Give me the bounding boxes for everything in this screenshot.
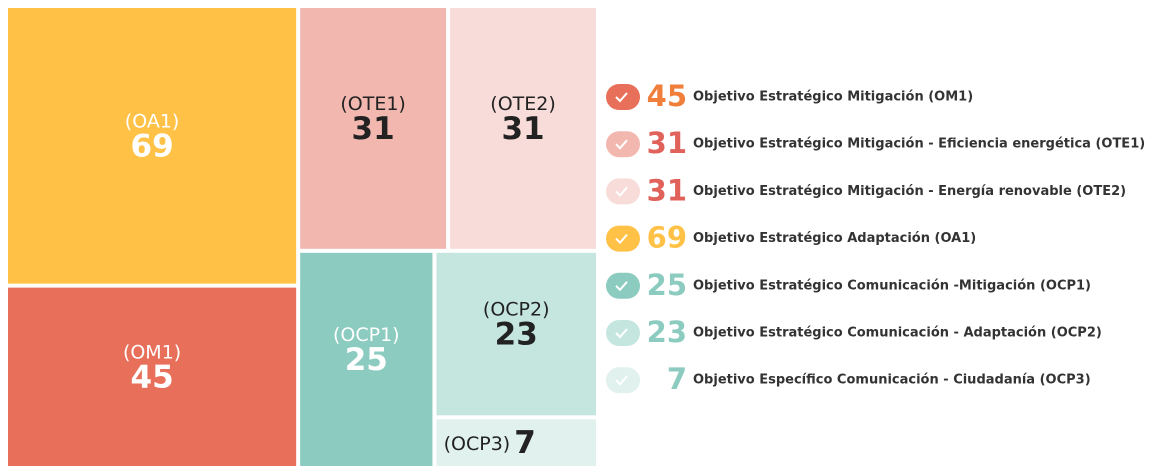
tile [8, 287, 297, 466]
tile-code: (OTE1) [340, 93, 405, 115]
tile-code: (OCP3) [444, 433, 511, 455]
legend-item: 31 Objetivo Estratégico Mitigación - Ener… [606, 173, 1126, 207]
check-icon [615, 281, 628, 292]
tile-code: (OA1) [125, 110, 180, 132]
tile-code: (OM1) [123, 341, 181, 363]
legend-name: Objetivo Estratégico Mitigación - Eficie… [693, 137, 1145, 152]
tile-value: 25 [345, 342, 388, 378]
tile-code: (OCP1) [333, 324, 400, 346]
tile [300, 8, 447, 249]
tile-value: 31 [352, 111, 395, 147]
tile [450, 8, 596, 249]
check-icon [615, 139, 628, 150]
tile-value: 45 [131, 359, 174, 395]
legend-value: 45 [647, 79, 687, 113]
legend-name: Objetivo Estratégico Mitigación (OM1) [693, 90, 973, 105]
tile-value: 23 [495, 317, 538, 353]
legend-value: 31 [647, 173, 687, 207]
legend-value: 31 [647, 126, 687, 160]
legend-value: 23 [647, 315, 687, 349]
tile [436, 419, 596, 466]
legend-name: Objetivo Específico Comunicación - Ciuda… [693, 373, 1091, 388]
legend-item: 31 Objetivo Estratégico Mitigación - Efic… [606, 126, 1145, 160]
legend-name: Objetivo Estratégico Comunicación - Adap… [693, 326, 1102, 341]
check-icon [615, 328, 628, 339]
legend-item: 7 Objetivo Específico Comunicación - Ciud… [606, 362, 1091, 396]
tile-code: (OTE2) [490, 93, 555, 115]
legend-item: 25 Objetivo Estratégico Comunicación -Mit… [606, 268, 1091, 302]
tile-value: 7 [514, 425, 536, 461]
legend-value: 69 [647, 221, 687, 255]
legend-name: Objetivo Estratégico Comunicación -Mitig… [693, 278, 1091, 293]
check-icon [615, 186, 628, 197]
legend-name: Objetivo Estratégico Adaptación (OA1) [693, 231, 976, 246]
legend-name: Objetivo Estratégico Mitigación - Energí… [693, 184, 1126, 199]
tile-value: 31 [501, 111, 544, 147]
tile [8, 8, 297, 284]
check-icon [615, 375, 628, 386]
legend-item: 23 Objetivo Estratégico Comunicación - Ad… [606, 315, 1102, 349]
legend-value: 25 [647, 268, 687, 302]
check-icon [615, 92, 628, 103]
tile-code: (OCP2) [483, 299, 550, 321]
check-icon [615, 233, 628, 245]
legend-item: 69 Objetivo Estratégico Adaptación (OA1) [606, 221, 976, 255]
tile [300, 252, 433, 466]
tile-value: 69 [131, 128, 174, 164]
legend-value: 7 [667, 362, 687, 396]
legend-item: 45 Objetivo Estratégico Mitigación (OM1) [606, 79, 973, 113]
tile [436, 252, 596, 416]
